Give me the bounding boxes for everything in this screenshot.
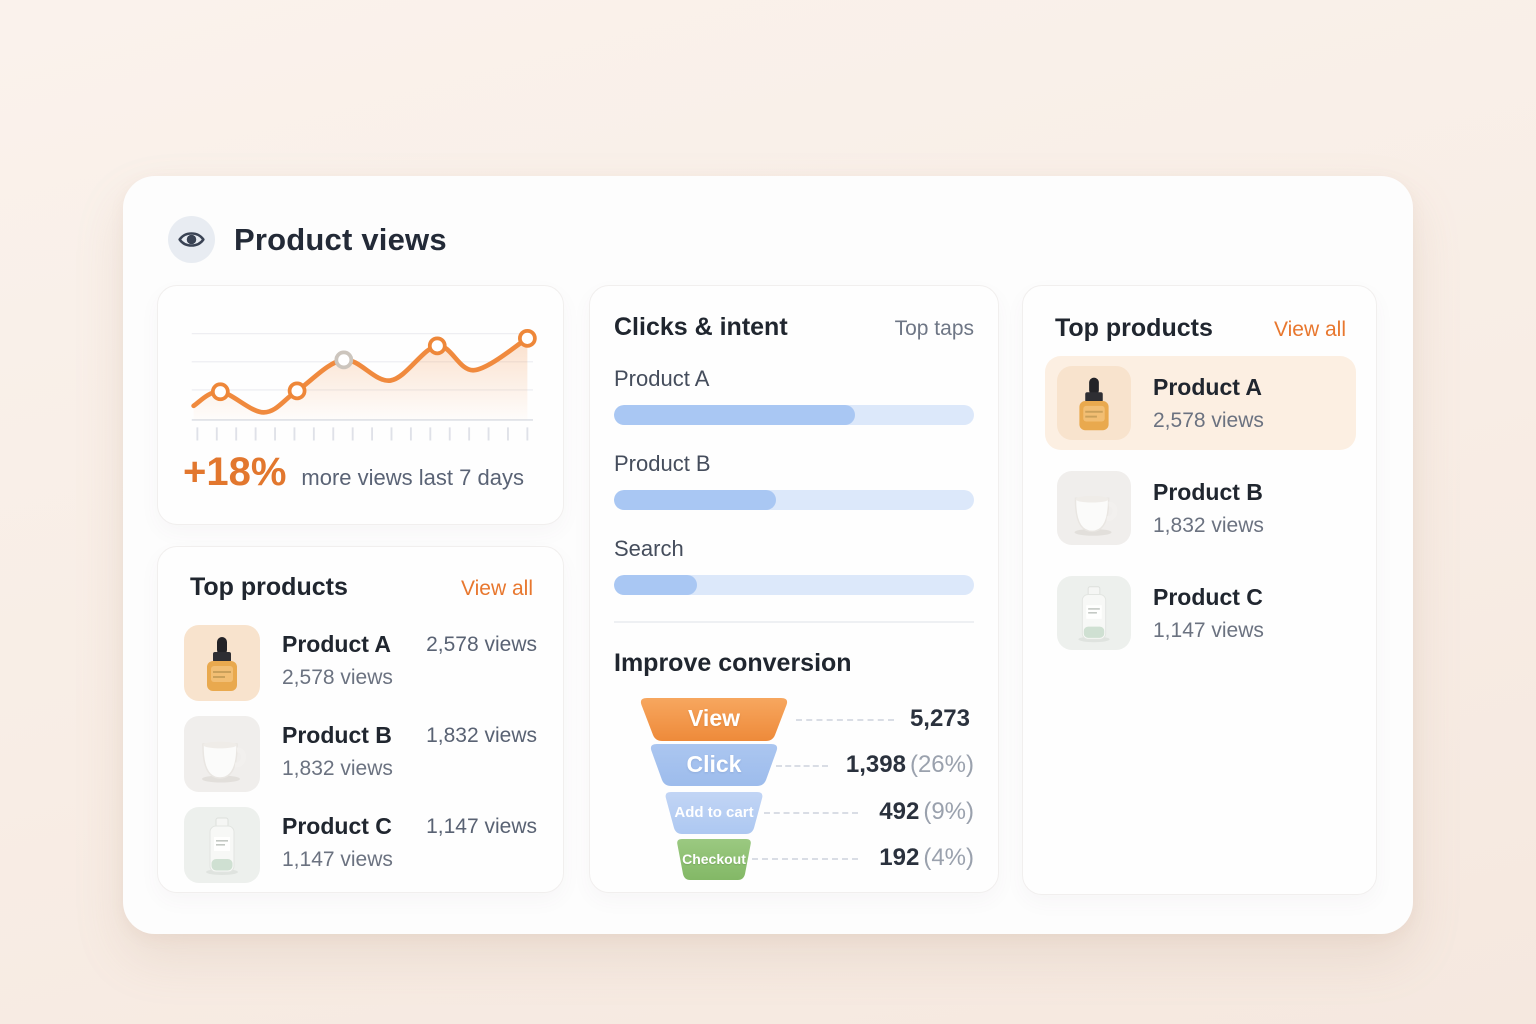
view-all-link[interactable]: View all [1274, 318, 1346, 341]
list-item-product-c[interactable]: Product C 1,147 views 1,147 views [184, 807, 537, 883]
list-item-product-b[interactable]: Product B 1,832 views [1045, 461, 1356, 555]
funnel-stage-click-shape [650, 744, 778, 786]
product-name: Product C [1153, 583, 1263, 610]
bar-track [614, 490, 974, 510]
top-products-card-left: Top products View all Product A 2,578 vi… [157, 546, 564, 893]
trend-area [193, 338, 528, 420]
funnel-stage-value: 5,273 [909, 705, 970, 732]
top-products-card-right: Top products View all Product A 2,578 vi… [1022, 285, 1377, 895]
product-name: Product B [1153, 478, 1263, 505]
product-a-image [1057, 366, 1131, 440]
funnel-stage-label: Add to cart [674, 804, 754, 821]
eye-icon [168, 216, 215, 263]
product-c-image [184, 807, 260, 883]
funnel-stage-value: 492 (9%) [879, 798, 974, 825]
product-views: 1,832 views [282, 757, 393, 780]
product-c-image [1057, 576, 1131, 650]
funnel-stage-value: 1,398 (26%) [845, 751, 974, 778]
product-views: 2,578 views [1153, 408, 1264, 432]
funnel-shapes [640, 698, 788, 880]
product-a-image [184, 625, 260, 701]
views-trend-card: +18% more views last 7 days [157, 285, 564, 525]
page-title: Product views [234, 221, 447, 257]
product-name: Product C [282, 813, 392, 839]
bar-track [614, 575, 974, 595]
funnel-stage-value: 192 (4%) [879, 844, 974, 871]
product-views: 2,578 views [282, 666, 393, 689]
tap-bar-search: Search [614, 536, 974, 595]
dashboard-panel: Product views +18% more views last 7 day… [123, 176, 1413, 934]
funnel-connector [796, 719, 894, 721]
funnel-stage-checkout-shape [677, 839, 751, 880]
product-views-right: 2,578 views [426, 633, 537, 656]
clicks-intent-card: Clicks & intent Top taps Product A Produ… [589, 285, 999, 893]
bar-fill [614, 575, 697, 595]
tap-bar-product-b: Product B [614, 451, 974, 510]
product-b-image [1057, 471, 1131, 545]
top-taps-label: Top taps [894, 317, 974, 340]
product-views: 1,147 views [1153, 618, 1264, 642]
product-name: Product A [282, 631, 392, 657]
funnel-connector [752, 858, 858, 860]
trend-ticks [196, 427, 529, 441]
product-name: Product B [282, 722, 392, 748]
list-item-product-b[interactable]: Product B 1,832 views 1,832 views [184, 716, 537, 792]
funnel-stage-label: Checkout [682, 851, 746, 867]
funnel-stage-cart-shape [665, 792, 763, 834]
list-item-product-c[interactable]: Product C 1,147 views [1045, 566, 1356, 660]
bar-label: Search [614, 536, 684, 561]
bar-fill [614, 490, 776, 510]
tap-bar-product-a: Product A [614, 366, 974, 425]
funnel-connector [776, 765, 828, 767]
conversion-funnel: View Click Add to cart Checkout 5,273 1,… [614, 698, 974, 890]
product-views: 1,147 views [282, 848, 393, 871]
card-title: Top products [1055, 314, 1213, 342]
trend-stat-row: +18% more views last 7 days [173, 450, 548, 495]
bar-label: Product A [614, 366, 710, 391]
list-item-product-a[interactable]: Product A 2,578 views [1045, 356, 1356, 450]
card-title: Clicks & intent [614, 313, 788, 341]
funnel-connector [764, 812, 858, 814]
product-views-right: 1,832 views [426, 724, 537, 747]
trend-chart [191, 328, 537, 441]
funnel-stage-view-shape [640, 698, 788, 741]
views-delta: +18% [183, 449, 287, 494]
product-views-right: 1,147 views [426, 815, 537, 838]
trend-markers [210, 328, 537, 402]
conversion-title: Improve conversion [614, 649, 852, 677]
section-divider [614, 621, 974, 623]
product-b-image [184, 716, 260, 792]
product-views: 1,832 views [1153, 513, 1264, 537]
view-all-link[interactable]: View all [461, 577, 533, 600]
bar-track [614, 405, 974, 425]
funnel-stage-label: Click [686, 751, 742, 777]
product-name: Product A [1153, 373, 1263, 400]
views-caption: more views last 7 days [301, 464, 524, 490]
funnel-stage-label: View [688, 705, 740, 731]
bar-label: Product B [614, 451, 711, 476]
page-header: Product views [168, 216, 447, 263]
card-title: Top products [190, 573, 348, 601]
bar-fill [614, 405, 856, 425]
list-item-product-a[interactable]: Product A 2,578 views 2,578 views [184, 625, 537, 701]
